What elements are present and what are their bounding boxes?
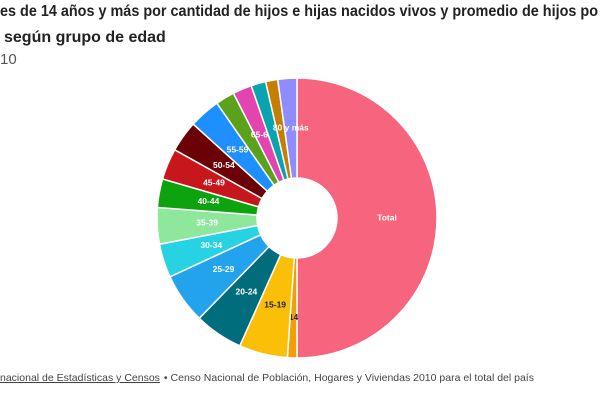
donut-segment <box>296 77 438 359</box>
segment-label: 45-49 <box>203 178 225 188</box>
segment-label: 65-69 <box>251 129 273 139</box>
chart-title: según grupo de edad <box>4 29 166 46</box>
segment-label: 35-39 <box>196 217 218 227</box>
segment-label: 20-24 <box>236 287 258 297</box>
note: • Censo Nacional de Población, Hogares y… <box>164 372 534 384</box>
footer: nacional de Estadísticas y Censos • Censo… <box>0 372 534 384</box>
segment-label: 55-59 <box>227 145 249 155</box>
segment-label: 15-19 <box>264 300 286 310</box>
chart-title: es de 14 años y más por cantidad de hijo… <box>0 3 598 20</box>
segment-label: 40-44 <box>198 196 220 206</box>
chart-subtitle: 10 <box>0 51 17 68</box>
segment-label: 80 y más <box>273 122 309 132</box>
segment-label: Total <box>377 212 397 222</box>
donut-segment <box>276 77 298 180</box>
segment-label: 14 <box>289 312 299 322</box>
donut-hole <box>258 179 336 257</box>
source: nacional de Estadísticas y Censos <box>0 372 160 384</box>
segment-label: 30-34 <box>200 240 222 250</box>
segment-label: 50-54 <box>213 160 235 170</box>
segment-label: 25-29 <box>213 264 235 274</box>
